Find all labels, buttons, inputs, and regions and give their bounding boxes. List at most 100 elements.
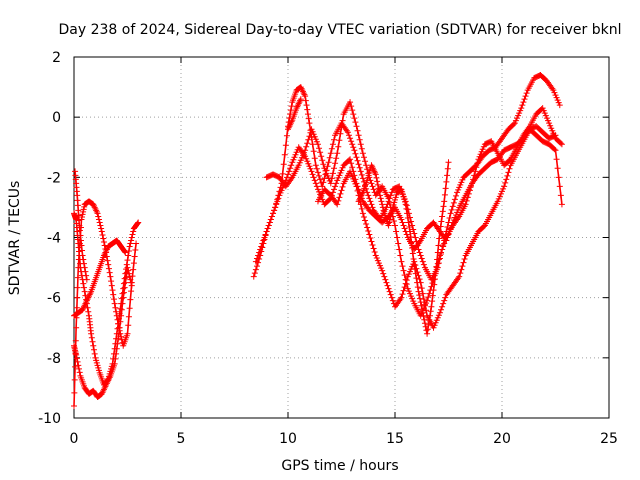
data-point xyxy=(302,147,309,154)
data-point xyxy=(105,265,112,272)
data-point xyxy=(73,324,80,331)
data-point xyxy=(363,220,370,227)
series-track-7 xyxy=(252,72,563,283)
data-point xyxy=(429,292,436,299)
data-point xyxy=(327,150,334,157)
data-point xyxy=(349,141,356,148)
data-point xyxy=(400,222,407,229)
data-point xyxy=(410,256,417,263)
data-point xyxy=(364,174,371,181)
data-point xyxy=(329,141,336,148)
data-point xyxy=(474,160,481,167)
data-point xyxy=(350,144,357,151)
data-point xyxy=(431,276,438,283)
data-point xyxy=(442,294,449,301)
data-point xyxy=(316,172,323,179)
data-point xyxy=(354,187,361,194)
data-point xyxy=(445,159,452,166)
data-point xyxy=(338,124,345,131)
data-point xyxy=(418,285,425,292)
data-point xyxy=(324,163,331,170)
data-point xyxy=(266,219,273,226)
data-point xyxy=(286,168,293,175)
data-point xyxy=(442,185,449,192)
x-tick-label: 5 xyxy=(177,431,186,447)
data-point xyxy=(406,290,413,297)
data-point xyxy=(313,165,320,172)
data-point xyxy=(83,272,90,279)
data-point xyxy=(369,183,376,190)
data-point xyxy=(282,142,289,149)
data-point xyxy=(336,172,343,179)
data-point xyxy=(380,270,387,277)
data-point xyxy=(357,201,364,208)
data-point xyxy=(349,164,356,171)
data-point xyxy=(398,294,405,301)
data-point xyxy=(351,178,358,185)
data-point xyxy=(379,267,386,274)
data-point xyxy=(280,161,287,168)
data-point xyxy=(425,294,432,301)
data-point xyxy=(316,145,323,152)
data-point xyxy=(444,223,451,230)
data-point xyxy=(281,151,288,158)
data-point xyxy=(100,235,107,242)
data-point xyxy=(443,178,450,185)
data-point xyxy=(353,154,360,161)
data-point xyxy=(323,170,330,177)
data-point xyxy=(347,99,354,106)
data-point xyxy=(404,210,411,217)
data-point xyxy=(400,193,407,200)
grid xyxy=(74,57,609,418)
data-point xyxy=(399,263,406,270)
data-point xyxy=(79,213,86,220)
x-tick-label: 0 xyxy=(70,431,79,447)
data-point xyxy=(303,102,310,109)
data-point xyxy=(392,194,399,201)
data-point xyxy=(410,298,417,305)
data-point xyxy=(436,235,443,242)
data-point xyxy=(301,149,308,156)
data-point xyxy=(124,330,131,337)
data-point xyxy=(436,309,443,316)
y-tick-label: 2 xyxy=(52,50,61,66)
data-point xyxy=(303,155,310,162)
data-point xyxy=(103,253,110,260)
data-point xyxy=(310,174,317,181)
data-point xyxy=(99,231,106,238)
data-point xyxy=(337,190,344,197)
data-point xyxy=(128,234,135,241)
data-point xyxy=(377,192,384,199)
data-point xyxy=(459,176,466,183)
data-point xyxy=(72,350,79,357)
data-point xyxy=(313,138,320,145)
data-point xyxy=(405,271,412,278)
data-point xyxy=(126,273,133,280)
data-point xyxy=(555,174,562,181)
data-point xyxy=(125,313,132,320)
data-point xyxy=(79,252,86,259)
data-point xyxy=(458,266,465,273)
data-point xyxy=(378,265,385,272)
data-point xyxy=(319,157,326,164)
data-point xyxy=(403,277,410,284)
data-point xyxy=(100,239,107,246)
data-point xyxy=(303,143,310,150)
data-point xyxy=(400,267,407,274)
x-axis-label: GPS time / hours xyxy=(281,458,398,474)
data-point xyxy=(402,201,409,208)
data-point xyxy=(406,228,413,235)
data-point xyxy=(539,105,546,112)
data-point xyxy=(108,282,115,289)
data-point xyxy=(75,362,82,369)
data-point xyxy=(367,198,374,205)
data-point xyxy=(409,250,416,257)
data-point xyxy=(312,162,319,169)
data-point xyxy=(413,275,420,282)
data-point xyxy=(426,317,433,324)
data-point xyxy=(349,107,356,114)
data-point xyxy=(501,183,508,190)
data-point xyxy=(401,198,408,205)
data-point xyxy=(497,190,504,197)
data-point xyxy=(358,171,365,178)
